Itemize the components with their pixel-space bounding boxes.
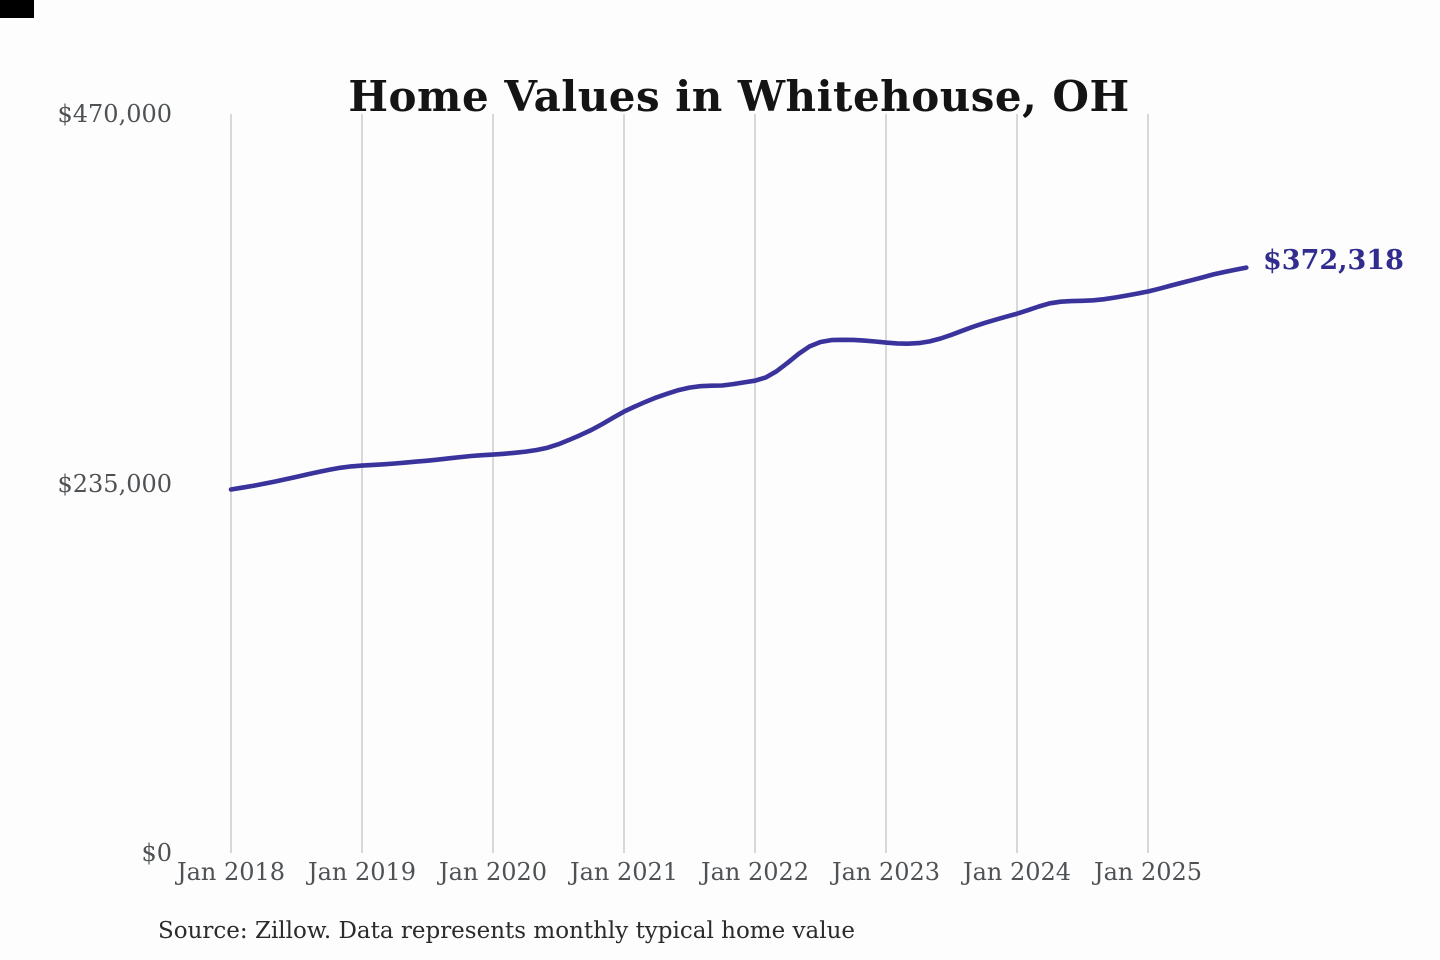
x-tick-label-jan-2020: Jan 2020	[438, 858, 548, 886]
home-value-line-series	[228, 265, 1249, 492]
x-tick-label-jan-2025: Jan 2025	[1093, 858, 1203, 886]
series-end-value-label: $372,318	[1263, 245, 1404, 276]
vertical-gridlines	[230, 114, 1149, 853]
y-tick-label-235000: $235,000	[57, 469, 172, 498]
chart-title: Home Values in Whitehouse, OH	[348, 72, 1130, 122]
screen-corner-artifact	[0, 0, 34, 18]
source-attribution: Source: Zillow. Data represents monthly …	[158, 918, 856, 944]
y-tick-label-0: $0	[141, 839, 172, 867]
x-tick-label-jan-2022: Jan 2022	[700, 858, 810, 886]
x-tick-label-jan-2023: Jan 2023	[831, 858, 941, 886]
y-tick-label-470000: $470,000	[57, 100, 172, 128]
x-tick-label-jan-2018: Jan 2018	[176, 858, 286, 886]
x-tick-label-jan-2019: Jan 2019	[307, 858, 417, 886]
x-tick-label-jan-2021: Jan 2021	[569, 858, 679, 886]
x-tick-label-jan-2024: Jan 2024	[962, 858, 1072, 886]
